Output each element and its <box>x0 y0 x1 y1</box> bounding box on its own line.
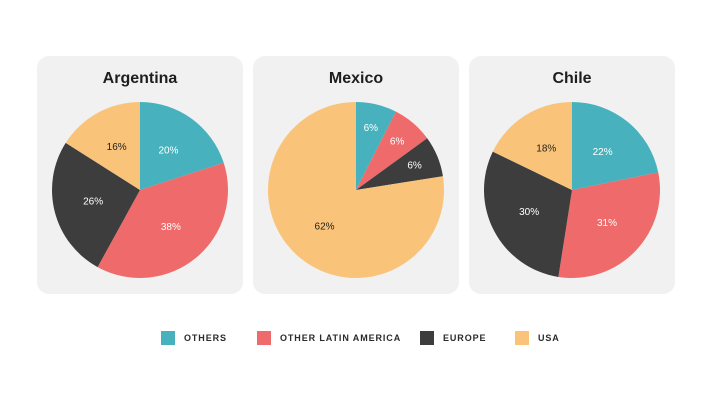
legend-item-europe: EUROPE <box>420 330 486 346</box>
pie-slice-chile-others <box>572 102 659 190</box>
legend-swatch-europe <box>420 331 434 345</box>
legend: OTHERS OTHER LATIN AMERICA EUROPE USA <box>0 330 712 346</box>
legend-label-europe: EUROPE <box>443 333 487 343</box>
pie-title-mexico: Mexico <box>328 70 384 87</box>
pie-label-chile-other-latin-america: 31% <box>597 218 617 229</box>
pie-panel-mexico: Mexico 6% 6% 6% 62% <box>253 56 459 294</box>
pie-label-chile-others: 22% <box>593 147 613 158</box>
pie-label-argentina-other-latin-america: 38% <box>161 222 181 233</box>
pie-label-argentina-others: 20% <box>158 145 178 156</box>
pie-slice-mexico-europe <box>356 138 443 190</box>
pie-title-chile: Chile <box>552 70 592 87</box>
pie-title-argentina: Argentina <box>102 70 178 87</box>
pie-label-mexico-europe: 6% <box>407 160 422 171</box>
legend-swatch-others <box>161 331 175 345</box>
legend-label-others: OTHERS <box>184 333 227 343</box>
pie-panel-argentina: Argentina 20% 38% 26% 16% <box>37 56 243 294</box>
pie-slice-chile-other-latin-america <box>558 172 661 279</box>
pie-slice-argentina-others <box>140 102 224 190</box>
pie-label-mexico-others: 6% <box>364 123 379 134</box>
pie-slice-argentina-europe <box>52 142 140 268</box>
legend-item-usa: USA <box>515 330 560 346</box>
pie-slice-mexico-usa <box>268 102 445 278</box>
legend-item-other-latin-america: OTHER LATIN AMERICA <box>257 330 401 346</box>
pie-slice-argentina-other-latin-america <box>97 162 228 278</box>
pie-slice-chile-usa <box>492 102 572 190</box>
pie-label-chile-usa: 18% <box>536 143 556 154</box>
pie-chart-argentina: 20% 38% 26% 16% <box>52 102 228 278</box>
pie-label-mexico-usa: 62% <box>315 221 335 232</box>
pie-label-chile-europe: 30% <box>519 207 539 218</box>
pie-label-argentina-usa: 16% <box>107 142 127 153</box>
pie-chart-mexico: 6% 6% 6% 62% <box>268 102 445 278</box>
pie-slice-mexico-others <box>356 102 396 190</box>
legend-label-other-latin-america: OTHER LATIN AMERICA <box>280 333 402 343</box>
legend-label-usa: USA <box>538 333 560 343</box>
pie-slice-chile-europe <box>483 151 572 277</box>
pie-chart-chile: 22% 31% 30% 18% <box>483 102 661 279</box>
legend-swatch-other-latin-america <box>257 331 271 345</box>
pie-panel-chile: Chile 22% 31% 30% 18% <box>469 56 675 294</box>
legend-item-others: OTHERS <box>161 330 227 346</box>
pie-slice-argentina-usa <box>65 102 140 190</box>
pie-slice-mexico-other-latin-america <box>356 111 428 190</box>
pie-label-argentina-europe: 26% <box>83 197 103 208</box>
legend-swatch-usa <box>515 331 529 345</box>
pie-label-mexico-other-latin-america: 6% <box>390 136 405 147</box>
